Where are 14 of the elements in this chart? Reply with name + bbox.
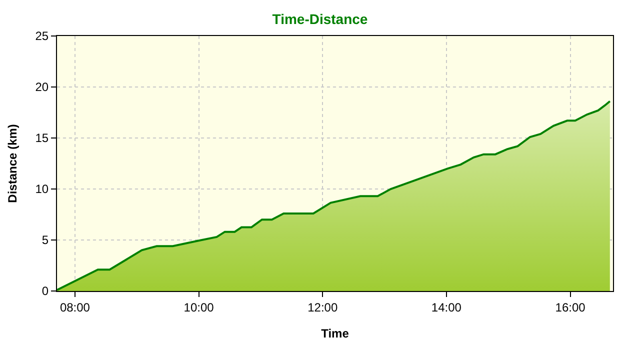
y-tick-label: 10 [35, 182, 49, 196]
x-axis-title: Time [321, 326, 350, 340]
x-tick-label: 08:00 [60, 300, 90, 314]
y-tick-label: 5 [42, 233, 49, 248]
x-tick-label: 16:00 [555, 300, 586, 314]
x-tick-label: 14:00 [431, 300, 462, 314]
y-tick-label: 20 [35, 80, 49, 94]
y-tick-label: 0 [42, 284, 49, 298]
x-tick-label: 10:00 [184, 300, 214, 314]
y-tick-label: 15 [35, 131, 49, 146]
chart-title: Time-Distance [272, 10, 368, 27]
x-tick-label: 12:00 [308, 300, 338, 314]
y-tick-label: 25 [35, 29, 49, 44]
y-axis-title: Distance (km) [6, 124, 20, 203]
